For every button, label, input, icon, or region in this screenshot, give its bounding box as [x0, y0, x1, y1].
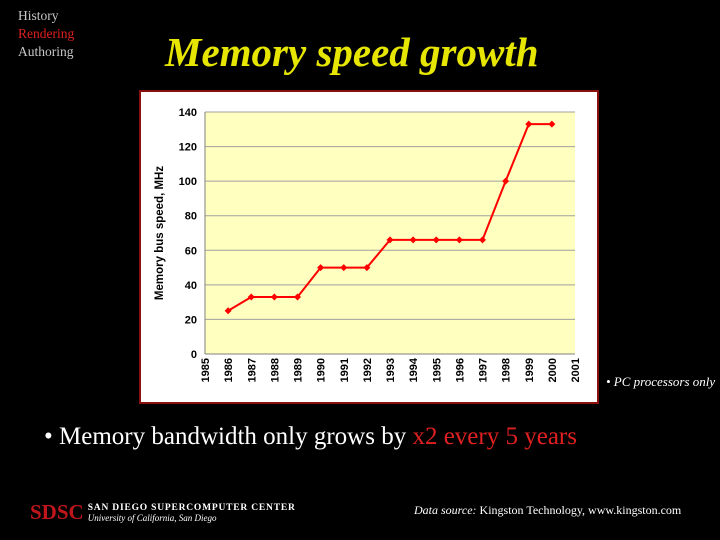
data-point [340, 264, 348, 272]
y-tick-label: 60 [185, 245, 197, 257]
data-point [455, 236, 463, 244]
x-tick-label: 2000 [547, 358, 559, 382]
logo-abbr: SDSC [30, 500, 84, 524]
data-point [294, 293, 301, 301]
x-tick-label: 1985 [200, 358, 212, 382]
y-axis-label: Memory bus speed, MHz [154, 166, 166, 300]
y-tick-label: 0 [191, 349, 197, 361]
data-point [386, 236, 394, 244]
x-tick-label: 1987 [246, 358, 258, 382]
bullet-highlight: x2 every 5 years [412, 423, 577, 450]
nav-item-history[interactable]: History [18, 8, 59, 23]
data-point [224, 307, 232, 315]
data-source: Data source: Kingston Technology, www.ki… [414, 503, 681, 518]
y-tick-label: 40 [185, 280, 197, 292]
y-tick-label: 140 [179, 107, 197, 119]
x-tick-label: 1994 [408, 357, 420, 382]
data-point [270, 293, 278, 301]
chart-frame: 0 20 40 60 80 100 120 140 1985 1986 1987 1988 1989 19… [139, 90, 599, 404]
x-tick-label: 1998 [501, 358, 513, 382]
memory-speed-chart: 0 20 40 60 80 100 120 140 1985 1986 1987 1988 1989 19… [154, 107, 582, 382]
logo-line2: University of California, San Diego [87, 513, 217, 523]
side-note: • PC processors only [606, 374, 716, 389]
plot-area [205, 112, 575, 354]
x-tick-label: 1992 [362, 358, 374, 382]
source-text: Kingston Technology, www.kingston.com [479, 503, 682, 517]
data-point [525, 120, 533, 128]
data-point [409, 236, 417, 244]
x-tick-label: 1986 [223, 358, 235, 382]
data-point [247, 293, 255, 301]
logo-line1: SAN DIEGO SUPERCOMPUTER CENTER [87, 503, 296, 513]
nav-item-rendering[interactable]: Rendering [18, 26, 75, 41]
x-tick-label: 1988 [269, 358, 281, 382]
x-tick-label: 1989 [293, 358, 305, 382]
source-label: Data source: [414, 503, 477, 517]
main-bullet: • Memory bandwidth only grows by x2 ever… [44, 423, 577, 451]
y-tick-label: 100 [179, 176, 197, 188]
x-tick-label: 1996 [454, 358, 466, 382]
y-tick-label: 20 [185, 314, 197, 326]
data-point [479, 236, 486, 244]
slide-title: Memory speed growth [165, 29, 539, 75]
x-tick-label: 1999 [524, 358, 536, 382]
section-nav: History Rendering Authoring [18, 7, 74, 61]
data-point [317, 264, 325, 272]
y-tick-label: 80 [185, 211, 197, 223]
x-tick-label: 1997 [478, 358, 490, 382]
x-tick-label: 1990 [316, 358, 328, 382]
data-point [502, 177, 510, 185]
logo-text: SAN DIEGO SUPERCOMPUTER CENTER Universit… [88, 500, 296, 523]
data-point [548, 120, 556, 128]
y-tick-label: 120 [179, 142, 197, 154]
x-tick-label: 2001 [570, 358, 582, 382]
x-tick-label: 1995 [431, 358, 443, 382]
nav-item-authoring[interactable]: Authoring [18, 44, 74, 59]
x-tick-label: 1991 [339, 358, 351, 382]
data-point [432, 236, 440, 244]
x-tick-label: 1993 [385, 358, 397, 382]
bullet-text: • Memory bandwidth only grows by [44, 423, 413, 450]
sdsc-logo: SDSC SAN DIEGO SUPERCOMPUTER CENTER Univ… [30, 500, 296, 524]
data-point [363, 264, 371, 272]
